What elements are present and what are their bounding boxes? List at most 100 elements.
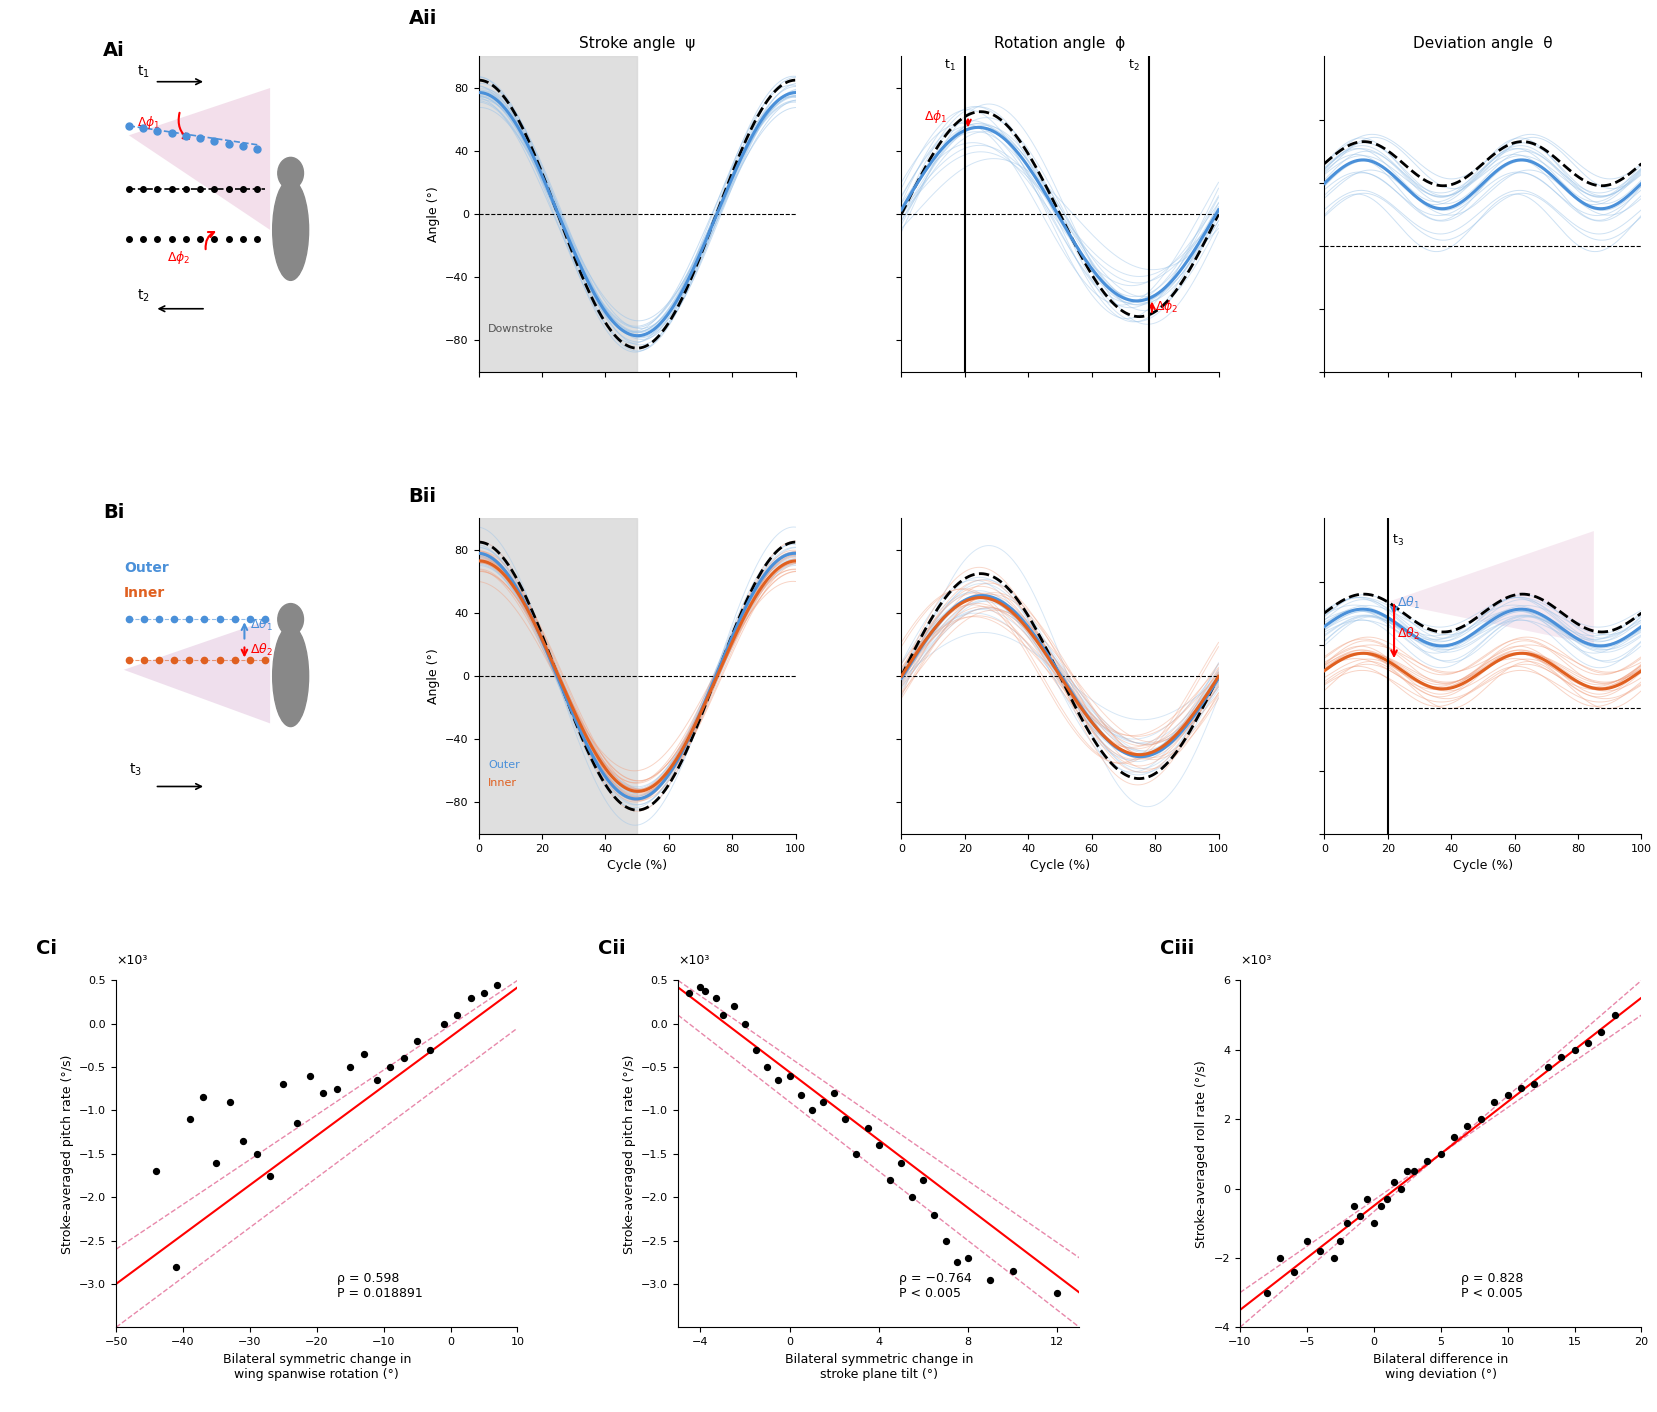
Point — [703, 987, 729, 1010]
Point — [189, 1086, 215, 1108]
Point — [457, 987, 484, 1010]
Ellipse shape — [278, 603, 303, 635]
Text: Ai: Ai — [103, 41, 124, 59]
Point — [270, 1073, 297, 1096]
Text: $\Delta\phi_1$: $\Delta\phi_1$ — [923, 109, 946, 126]
Text: ×10³: ×10³ — [1239, 953, 1271, 967]
Point — [1534, 1056, 1561, 1079]
Point — [204, 1151, 230, 1173]
Point — [721, 995, 747, 1018]
Text: t$_2$: t$_2$ — [1127, 58, 1138, 73]
Title: Rotation angle  ϕ: Rotation angle ϕ — [994, 37, 1125, 51]
Text: Cii: Cii — [598, 939, 625, 957]
Point — [1339, 1195, 1365, 1217]
Point — [1279, 1261, 1306, 1284]
Point — [943, 1251, 969, 1274]
Point — [1319, 1247, 1345, 1269]
Point — [877, 1169, 903, 1192]
Title: Stroke angle  ψ: Stroke angle ψ — [578, 37, 694, 51]
Point — [787, 1083, 814, 1106]
Point — [1380, 1171, 1407, 1193]
Polygon shape — [129, 88, 270, 230]
Text: Inner: Inner — [487, 778, 517, 788]
Text: t$_1$: t$_1$ — [943, 58, 954, 73]
Bar — [479, 56, 636, 371]
Polygon shape — [1387, 531, 1592, 645]
Point — [471, 983, 497, 1005]
Text: $\Delta\theta_2$: $\Delta\theta_2$ — [250, 642, 272, 658]
Point — [310, 1082, 336, 1104]
Point — [1440, 1125, 1466, 1148]
Point — [898, 1186, 925, 1209]
X-axis label: Bilateral symmetric change in
wing spanwise rotation (°): Bilateral symmetric change in wing spanw… — [222, 1353, 411, 1381]
X-axis label: Bilateral difference in
wing deviation (°): Bilateral difference in wing deviation (… — [1372, 1353, 1508, 1381]
Point — [1360, 1211, 1387, 1234]
X-axis label: Cycle (%): Cycle (%) — [1452, 858, 1511, 873]
Bar — [479, 518, 636, 833]
Point — [444, 1004, 471, 1027]
Point — [754, 1056, 780, 1079]
Point — [1574, 1032, 1601, 1055]
Y-axis label: Stroke-averaged pitch rate (°/s): Stroke-averaged pitch rate (°/s) — [623, 1055, 635, 1254]
Ellipse shape — [278, 157, 303, 189]
Text: Outer: Outer — [124, 561, 169, 575]
Point — [1044, 1281, 1070, 1303]
Point — [244, 1142, 270, 1165]
Point — [1354, 1187, 1380, 1210]
Point — [775, 1065, 802, 1087]
Point — [1466, 1108, 1493, 1131]
Point — [691, 980, 717, 1003]
Point — [886, 1151, 913, 1173]
Y-axis label: Angle (°): Angle (°) — [426, 648, 439, 705]
Point — [376, 1056, 403, 1079]
Point — [297, 1065, 323, 1087]
Point — [1253, 1281, 1279, 1303]
Point — [1453, 1115, 1480, 1138]
X-axis label: Cycle (%): Cycle (%) — [1029, 858, 1089, 873]
Point — [1400, 1159, 1427, 1182]
X-axis label: Bilateral symmetric change in
stroke plane tilt (°): Bilateral symmetric change in stroke pla… — [784, 1353, 973, 1381]
Point — [742, 1038, 769, 1060]
Polygon shape — [124, 620, 270, 723]
Point — [1493, 1083, 1519, 1106]
Point — [931, 1230, 958, 1252]
Text: ρ = −0.764
P < 0.005: ρ = −0.764 P < 0.005 — [898, 1272, 971, 1299]
Text: $\Delta\theta_1$: $\Delta\theta_1$ — [1397, 594, 1420, 611]
Text: $\Delta\phi_2$: $\Delta\phi_2$ — [167, 250, 191, 267]
Point — [257, 1165, 283, 1187]
Point — [283, 1113, 310, 1135]
Text: Bi: Bi — [103, 503, 124, 521]
Point — [1413, 1149, 1440, 1172]
Point — [820, 1082, 847, 1104]
Text: Inner: Inner — [124, 586, 166, 600]
Point — [323, 1077, 350, 1100]
Point — [217, 1090, 244, 1113]
Point — [1427, 1142, 1453, 1165]
Point — [1347, 1204, 1374, 1227]
Text: ×10³: ×10³ — [678, 953, 709, 967]
Point — [1292, 1230, 1319, 1252]
Point — [676, 983, 703, 1005]
Point — [853, 1117, 880, 1139]
Text: $\Delta\theta_2$: $\Delta\theta_2$ — [1397, 626, 1418, 642]
Text: Aii: Aii — [409, 10, 437, 28]
Point — [686, 976, 713, 998]
Point — [1326, 1230, 1352, 1252]
Point — [865, 1134, 891, 1156]
Point — [391, 1048, 418, 1070]
Text: $\Delta\phi_1$: $\Delta\phi_1$ — [136, 114, 161, 131]
Point — [832, 1108, 858, 1131]
Point — [1387, 1178, 1413, 1200]
Y-axis label: Stroke-averaged roll rate (°/s): Stroke-averaged roll rate (°/s) — [1195, 1060, 1208, 1248]
Point — [484, 973, 510, 995]
Point — [764, 1069, 790, 1091]
Point — [1367, 1195, 1394, 1217]
Point — [230, 1130, 257, 1152]
Point — [1394, 1159, 1420, 1182]
Point — [1266, 1247, 1292, 1269]
Point — [731, 1012, 757, 1035]
Point — [1561, 1038, 1587, 1060]
Point — [1506, 1076, 1533, 1099]
Ellipse shape — [272, 179, 308, 281]
Text: ρ = 0.598
P = 0.018891: ρ = 0.598 P = 0.018891 — [336, 1272, 423, 1299]
